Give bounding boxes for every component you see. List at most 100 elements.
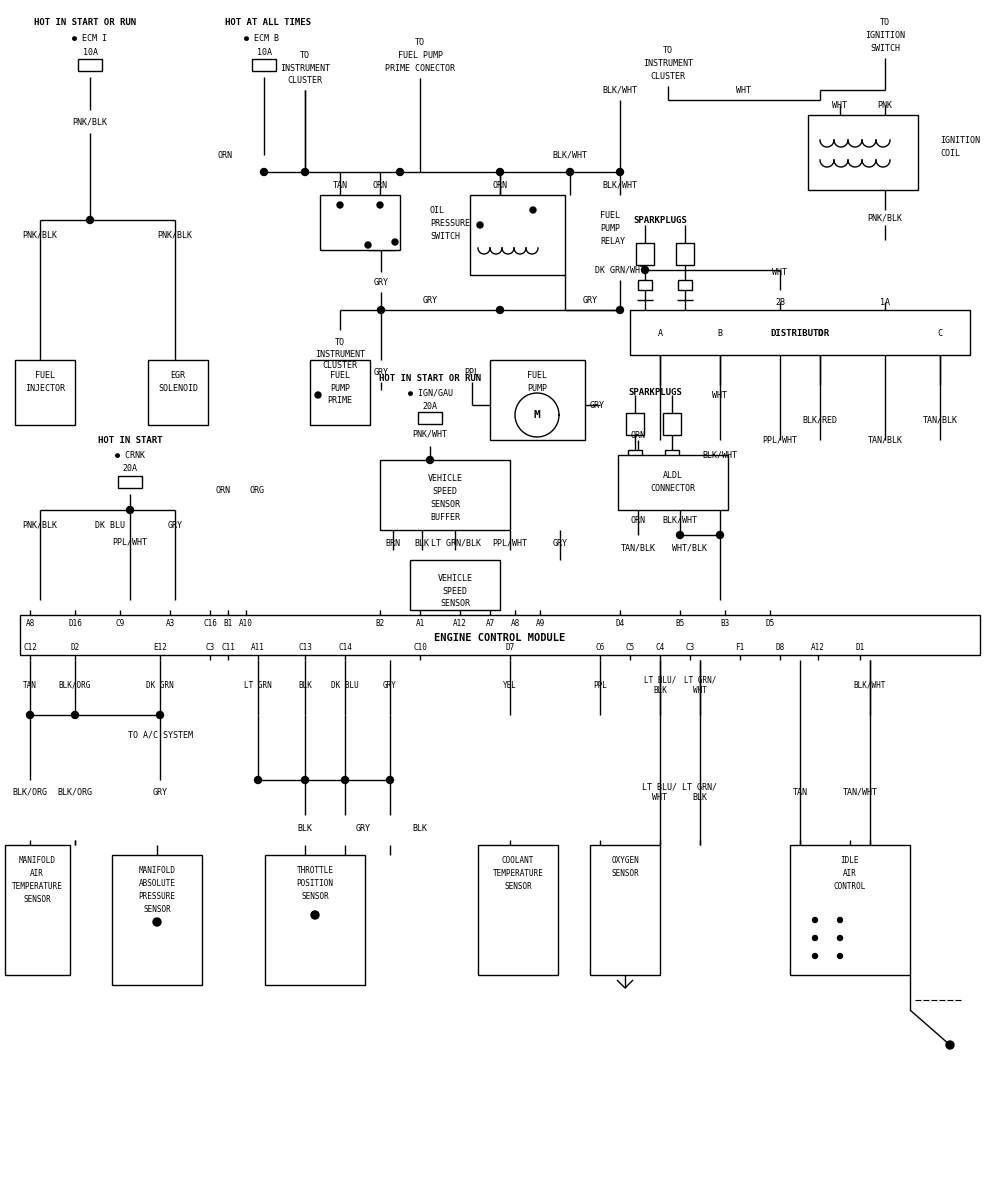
Circle shape xyxy=(315,392,321,398)
Circle shape xyxy=(812,954,818,958)
Circle shape xyxy=(153,918,161,926)
Text: PUMP: PUMP xyxy=(330,384,350,392)
Text: C13: C13 xyxy=(298,643,312,651)
Text: PNK/BLK: PNK/BLK xyxy=(22,521,58,529)
Text: PNK/BLK: PNK/BLK xyxy=(158,231,192,239)
Text: PPL/WHT: PPL/WHT xyxy=(763,435,798,445)
Text: ALDL: ALDL xyxy=(663,471,683,479)
Text: C9: C9 xyxy=(115,619,125,627)
Text: C16: C16 xyxy=(203,619,217,627)
Text: LT BLU/
WHT: LT BLU/ WHT xyxy=(642,783,678,802)
Text: SENSOR: SENSOR xyxy=(440,599,470,607)
Bar xyxy=(665,451,679,460)
Circle shape xyxy=(496,168,504,176)
Circle shape xyxy=(311,911,319,919)
Text: SENSOR: SENSOR xyxy=(504,882,532,890)
Text: GRY: GRY xyxy=(356,823,370,833)
Text: PRIME CONECTOR: PRIME CONECTOR xyxy=(385,63,455,73)
Circle shape xyxy=(26,711,34,718)
Text: POSITION: POSITION xyxy=(296,878,334,888)
Text: FUEL: FUEL xyxy=(600,210,620,220)
Text: GRY: GRY xyxy=(152,788,168,797)
Text: ● ECM I: ● ECM I xyxy=(72,33,108,43)
Bar xyxy=(630,310,970,355)
Text: PRESSURE: PRESSURE xyxy=(430,219,470,227)
Text: PNK: PNK xyxy=(878,100,893,110)
Text: PUMP: PUMP xyxy=(527,384,547,392)
Circle shape xyxy=(642,266,648,274)
Text: 20A: 20A xyxy=(422,402,438,411)
Bar xyxy=(626,413,644,435)
Text: C6: C6 xyxy=(595,643,605,651)
Bar xyxy=(320,195,400,250)
Text: LT GRN/BLK: LT GRN/BLK xyxy=(431,539,481,547)
Bar xyxy=(410,560,500,609)
Text: SENSOR: SENSOR xyxy=(611,869,639,877)
Text: VEHICLE: VEHICLE xyxy=(428,473,462,483)
Text: FUEL: FUEL xyxy=(35,370,55,380)
Text: FUEL: FUEL xyxy=(330,370,350,380)
Text: TO: TO xyxy=(300,50,310,60)
Text: A12: A12 xyxy=(453,619,467,627)
Text: A9: A9 xyxy=(535,619,545,627)
Text: IDLE: IDLE xyxy=(841,856,859,864)
Text: M: M xyxy=(534,410,540,419)
Bar xyxy=(310,360,370,425)
Circle shape xyxy=(838,954,842,958)
Circle shape xyxy=(302,777,308,784)
Text: TO: TO xyxy=(415,37,425,47)
Bar xyxy=(618,455,728,510)
Bar xyxy=(490,360,585,440)
Text: OXYGEN: OXYGEN xyxy=(611,856,639,864)
Bar xyxy=(678,280,692,290)
Text: 10A: 10A xyxy=(256,48,272,56)
Bar xyxy=(380,460,510,531)
Text: TO: TO xyxy=(335,337,345,347)
Text: SWITCH: SWITCH xyxy=(430,232,460,240)
Bar xyxy=(15,360,75,425)
Text: F1: F1 xyxy=(735,643,745,651)
Text: EGR: EGR xyxy=(170,370,186,380)
Text: TAN: TAN xyxy=(332,180,348,190)
Text: GRY: GRY xyxy=(168,521,182,529)
Text: BLK/WHT: BLK/WHT xyxy=(602,180,638,190)
Text: ● IGN/GAU: ● IGN/GAU xyxy=(408,388,452,398)
Text: BLK/WHT: BLK/WHT xyxy=(662,515,698,525)
Circle shape xyxy=(260,168,268,176)
Circle shape xyxy=(716,532,724,539)
Circle shape xyxy=(496,306,504,313)
Circle shape xyxy=(838,936,842,940)
Text: HOT IN START OR RUN: HOT IN START OR RUN xyxy=(379,374,481,382)
Bar xyxy=(470,195,565,275)
Text: ● CRNK: ● CRNK xyxy=(115,451,145,460)
Text: C4: C4 xyxy=(655,643,665,651)
Text: D16: D16 xyxy=(68,619,82,627)
Bar xyxy=(112,854,202,985)
Circle shape xyxy=(377,202,383,208)
Text: 2B: 2B xyxy=(775,298,785,306)
Text: C5: C5 xyxy=(625,643,635,651)
Text: ORN: ORN xyxy=(216,485,230,495)
Text: BLK/WHT: BLK/WHT xyxy=(702,451,738,460)
Bar xyxy=(118,476,142,488)
Text: BLK: BLK xyxy=(298,823,312,833)
Text: BLK/ORG: BLK/ORG xyxy=(58,788,92,797)
Text: GRY: GRY xyxy=(422,295,438,305)
Text: LT GRN: LT GRN xyxy=(244,680,272,690)
Text: A: A xyxy=(658,329,662,337)
Text: BLK/ORG: BLK/ORG xyxy=(59,680,91,690)
Text: A10: A10 xyxy=(239,619,253,627)
Text: D8: D8 xyxy=(775,643,785,651)
Text: SPEED: SPEED xyxy=(442,587,468,595)
Circle shape xyxy=(426,456,434,464)
Text: IGNITION: IGNITION xyxy=(940,135,980,145)
Text: DK GRN/WHT: DK GRN/WHT xyxy=(595,265,645,275)
Text: BUFFER: BUFFER xyxy=(430,513,460,521)
Circle shape xyxy=(616,168,624,176)
Text: INSTRUMENT: INSTRUMENT xyxy=(315,349,365,358)
Text: BLK: BLK xyxy=(415,539,430,547)
Text: A12: A12 xyxy=(811,643,825,651)
Circle shape xyxy=(156,711,164,718)
Text: B1: B1 xyxy=(223,619,233,627)
Circle shape xyxy=(616,306,624,313)
